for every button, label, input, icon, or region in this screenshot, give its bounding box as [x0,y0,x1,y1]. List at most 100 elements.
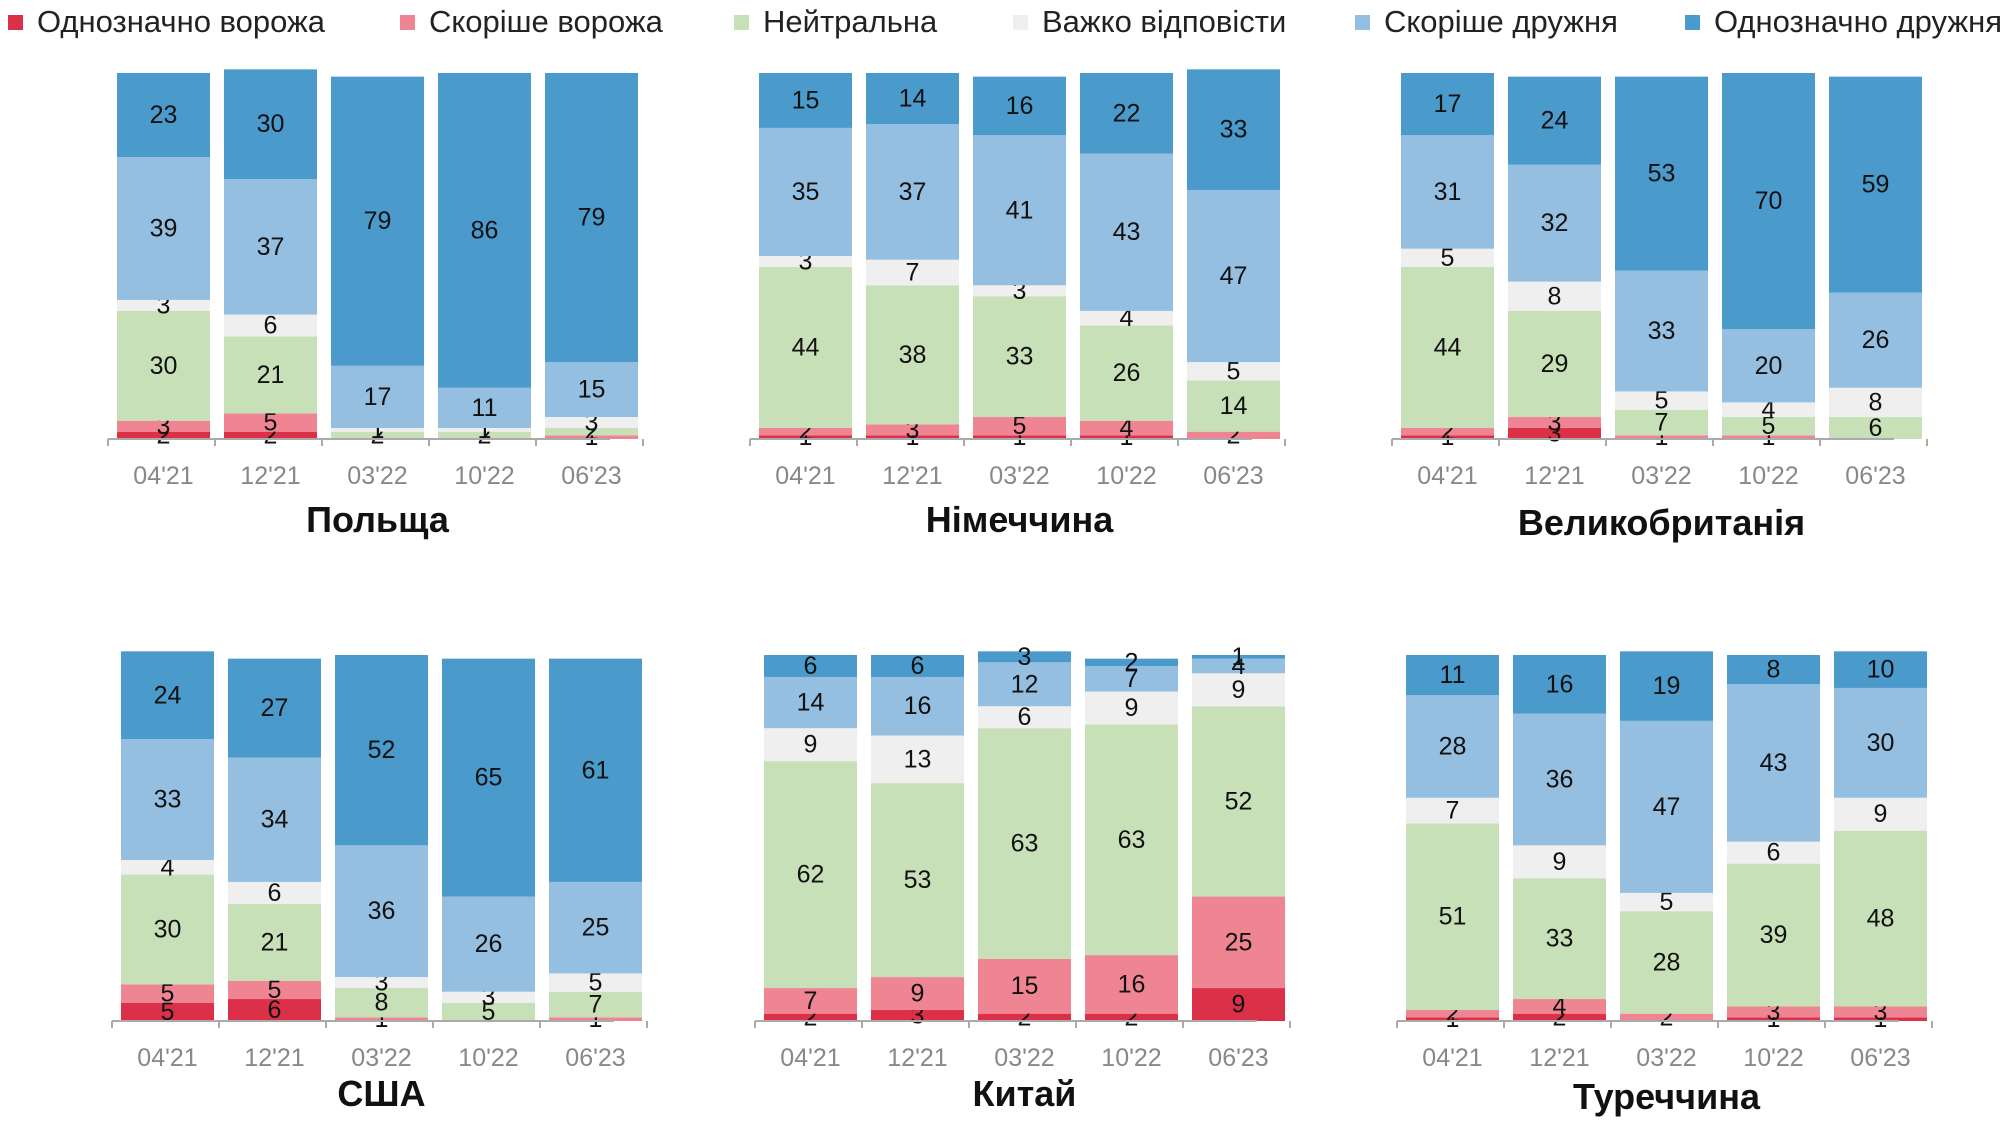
data-label: 7 [589,991,603,1019]
legend-label: Скоріше ворожа [429,4,663,39]
x-tick-label: 03'22 [994,1044,1054,1072]
legend-swatch [734,14,749,30]
bar-segment-rather-friendly [438,387,531,429]
panel-title: Великобританія [1518,502,1805,543]
bar-segment-rather-friendly [228,757,321,882]
data-label: 33 [1220,116,1248,144]
bar-segment-rather-friendly [866,124,959,260]
legend-swatch [8,14,23,30]
legend-item-neutral: Нейтральна [734,4,937,40]
bar-segment-neutral [1513,878,1606,1000]
x-tick-label: 10'22 [458,1044,518,1072]
bar-segment-definitely-hostile [759,435,852,439]
bar-segment-definitely-friendly [549,658,642,882]
bar-segment-rather-friendly [1080,153,1173,311]
bar-segment-hard-to-say [1406,797,1499,824]
bar-segment-definitely-hostile [1192,988,1285,1021]
bar-segment-neutral [331,431,424,439]
data-label: 25 [1225,928,1253,956]
data-label: 4 [1232,652,1246,680]
data-label: 86 [471,216,499,244]
data-label: 26 [475,930,503,958]
data-label: 6 [804,652,818,680]
data-label: 26 [1113,359,1141,387]
bar-segment-rather-hostile [549,1017,642,1021]
data-label: 47 [1653,793,1681,821]
x-tick-label: 04'21 [1417,462,1477,490]
bar-segment-rather-friendly [759,127,852,257]
x-tick-label: 12'21 [1529,1044,1589,1072]
bar-segment-definitely-friendly [759,73,852,128]
bar-segment-definitely-hostile [764,1013,857,1021]
bar-segment-neutral [121,874,214,985]
data-label: 5 [1660,888,1674,916]
bar-segment-neutral [1620,911,1713,1014]
bar-segment-neutral [1834,830,1927,1007]
bar-segment-definitely-friendly [1620,651,1713,721]
data-label: 14 [1220,392,1248,420]
x-tick-label: 10'22 [454,462,514,490]
bar-segment-definitely-friendly [1615,76,1708,271]
bar-segment-hard-to-say [549,973,642,992]
data-label: 8 [1869,388,1883,416]
data-label: 5 [268,976,282,1004]
bar-segment-definitely-friendly [871,655,964,677]
data-label: 6 [911,652,925,680]
bar-segment-hard-to-say [224,314,317,337]
bar-segment-neutral [117,310,210,421]
bar-segment-rather-friendly [1513,713,1606,846]
bar-segment-rather-hostile [1615,435,1708,439]
data-label: 9 [1553,848,1567,876]
chart-legend: Однозначно ворожа Скоріше ворожа Нейтрал… [8,0,2000,44]
bar-segment-rather-hostile [224,413,317,432]
bar-segment-hard-to-say [1080,310,1173,326]
data-label: 24 [1541,107,1569,135]
bar-segment-definitely-friendly [1722,73,1815,330]
data-label: 28 [1439,733,1467,761]
data-label: 28 [1653,948,1681,976]
data-label: 43 [1113,218,1141,246]
bar-segment-hard-to-say [442,991,535,1003]
bar-segment-rather-friendly [1829,292,1922,388]
bar-segment-hard-to-say [1508,281,1601,311]
data-label: 33 [154,786,182,814]
data-label: 6 [1767,839,1781,867]
bar-segment-definitely-hostile [1727,1017,1820,1021]
x-tick-label: 03'22 [1631,462,1691,490]
data-label: 22 [1113,99,1141,127]
legend-item-definitely-hostile: Однозначно ворожа [8,4,325,40]
data-label: 32 [1541,209,1569,237]
bar-segment-definitely-friendly [121,651,214,740]
bar-segment-neutral [438,431,531,439]
data-label: 17 [364,383,392,411]
x-tick-label: 06'23 [1845,462,1905,490]
data-label: 12 [1011,670,1039,698]
data-label: 6 [1869,414,1883,442]
bar-segment-rather-hostile [228,980,321,1000]
bar-segment-definitely-friendly [545,73,638,363]
data-label: 15 [1011,972,1039,1000]
bar-segment-rather-hostile [121,984,214,1003]
legend-swatch [1013,14,1028,30]
data-label: 62 [797,861,825,889]
data-label: 9 [911,980,925,1008]
bar-segment-rather-friendly [1401,135,1494,249]
bar-segment-hard-to-say [759,256,852,267]
data-label: 33 [1006,343,1034,371]
bar-segment-rather-hostile [545,435,638,439]
x-tick-label: 03'22 [347,462,407,490]
data-label: 13 [904,745,932,773]
bar-segment-neutral [1085,724,1178,956]
bar-segment-rather-friendly [545,362,638,418]
bar-segment-neutral [545,428,638,436]
bar-segment-rather-friendly [1620,720,1713,893]
data-label: 30 [150,352,178,380]
bar-segment-definitely-hostile [973,435,1066,439]
bar-segment-neutral [1080,325,1173,421]
bar-segment-definitely-friendly [1513,655,1606,714]
bar-segment-rather-friendly [1192,658,1285,674]
data-label: 7 [1655,409,1669,437]
data-label: 65 [475,764,503,792]
data-label: 79 [578,204,606,232]
bar-segment-definitely-hostile [866,435,959,439]
